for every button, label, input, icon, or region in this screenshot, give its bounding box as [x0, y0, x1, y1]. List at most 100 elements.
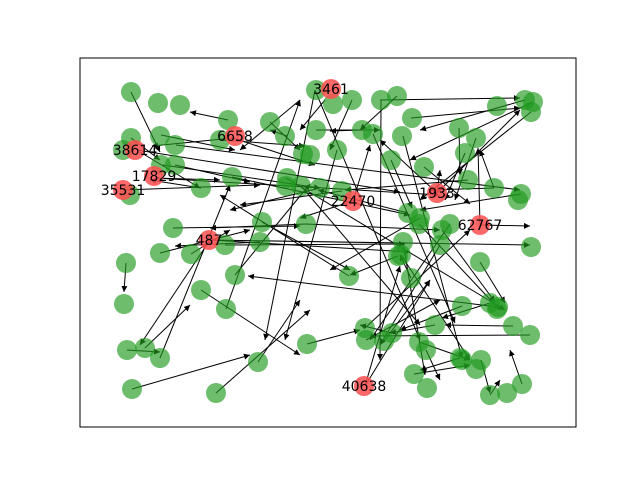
graph-node-100: [206, 383, 226, 403]
graph-node-8: [218, 110, 238, 130]
graph-node-26: [165, 135, 185, 155]
directed-edge-97: [419, 99, 526, 132]
graph-node-66: [114, 294, 134, 314]
graph-node-62: [410, 208, 430, 228]
graph-node-48: [150, 243, 170, 263]
graph-node-53: [296, 214, 316, 234]
graph-node-76: [503, 316, 523, 336]
node-label-487: 487: [196, 233, 223, 249]
graph-node-86: [248, 352, 268, 372]
highlighted-node-17829: [144, 166, 164, 186]
graph-node-98: [512, 374, 532, 394]
graph-node-96: [480, 385, 500, 405]
graph-node-64: [521, 237, 541, 257]
directed-edge-84: [257, 299, 301, 363]
node-label-22470: 22470: [331, 194, 376, 210]
graph-node-59: [432, 220, 452, 240]
graph-node-72: [452, 296, 472, 316]
graph-node-11: [275, 126, 295, 146]
directed-edge-68: [131, 353, 251, 390]
highlighted-node-6658: [225, 126, 245, 146]
graph-node-2: [170, 95, 190, 115]
graph-node-52: [250, 232, 270, 252]
directed-edge-62: [219, 194, 350, 277]
directed-edge-16: [209, 239, 411, 255]
node-label-3461: 3461: [313, 82, 349, 98]
graph-node-9: [260, 112, 280, 132]
graph-node-67: [225, 265, 245, 285]
graph-node-75: [487, 299, 507, 319]
highlighted-node-1933: [427, 183, 447, 203]
graph-node-42: [508, 190, 528, 210]
graph-node-39: [458, 170, 478, 190]
node-label-6658: 6658: [217, 129, 253, 145]
directed-edge-101: [344, 179, 469, 193]
graph-node-77: [520, 325, 540, 345]
graph-node-44: [310, 178, 330, 198]
graph-node-82: [374, 331, 394, 351]
graph-node-38: [455, 143, 475, 163]
graph-node-60: [430, 235, 450, 255]
node-label-62767: 62767: [458, 218, 503, 234]
graph-node-10: [210, 130, 230, 150]
graph-node-95: [417, 378, 437, 398]
graph-node-6: [371, 90, 391, 110]
directed-edge-10: [379, 139, 438, 194]
graph-node-35: [300, 145, 320, 165]
graph-node-12: [306, 120, 326, 140]
graph-node-65: [116, 253, 136, 273]
highlighted-node-487: [199, 230, 219, 250]
directed-edge-26: [377, 99, 384, 361]
graph-node-97: [497, 383, 517, 403]
node-label-17829: 17829: [132, 169, 177, 185]
highlighted-node-38614: [125, 140, 145, 160]
graph-node-88: [135, 338, 155, 358]
graph-node-0: [121, 82, 141, 102]
graph-node-33: [327, 140, 347, 160]
graph-node-17: [449, 118, 469, 138]
highlighted-node-3461: [321, 79, 341, 99]
graph-node-22: [521, 102, 541, 122]
graph-node-18: [466, 128, 486, 148]
node-label-35531: 35531: [101, 183, 146, 199]
directed-edge-56: [444, 322, 514, 329]
graph-node-63: [470, 252, 490, 272]
graph-node-45: [277, 168, 297, 188]
graph-node-94: [404, 364, 424, 384]
plot-frame: [79, 57, 577, 428]
graph-node-25: [150, 126, 170, 146]
graph-node-37: [414, 157, 434, 177]
directed-edge-71: [144, 304, 191, 349]
graph-node-50: [215, 235, 235, 255]
node-layer: [113, 79, 543, 405]
graph-node-93: [466, 359, 486, 379]
graph-node-15: [392, 126, 412, 146]
highlighted-node-22470: [343, 191, 363, 211]
graph-node-69: [216, 299, 236, 319]
graph-node-99: [122, 379, 142, 399]
graph-node-78: [425, 315, 445, 335]
label-layer: 3461 6658 38614 17829 35531 22470 1933 6…: [101, 82, 503, 395]
directed-edge-22: [299, 99, 326, 131]
directed-edge-44: [441, 229, 496, 303]
directed-edge-70: [159, 184, 231, 359]
directed-edge-13: [475, 147, 482, 226]
graph-node-47: [163, 218, 183, 238]
directed-edge-66: [200, 289, 301, 356]
highlighted-node-40638: [354, 376, 374, 396]
graph-node-68: [191, 280, 211, 300]
graph-node-5: [342, 90, 362, 110]
graph-node-30: [191, 178, 211, 198]
graph-node-29: [222, 167, 242, 187]
graph-node-19: [487, 96, 507, 116]
graph-node-1: [148, 93, 168, 113]
graph-node-36: [381, 150, 401, 170]
graph-node-40: [484, 178, 504, 198]
directed-edge-65: [234, 183, 311, 276]
graph-node-89: [150, 348, 170, 368]
graph-node-84: [416, 340, 436, 360]
graph-node-49: [181, 244, 201, 264]
graph-node-4: [323, 94, 343, 114]
graph-node-14: [363, 124, 383, 144]
